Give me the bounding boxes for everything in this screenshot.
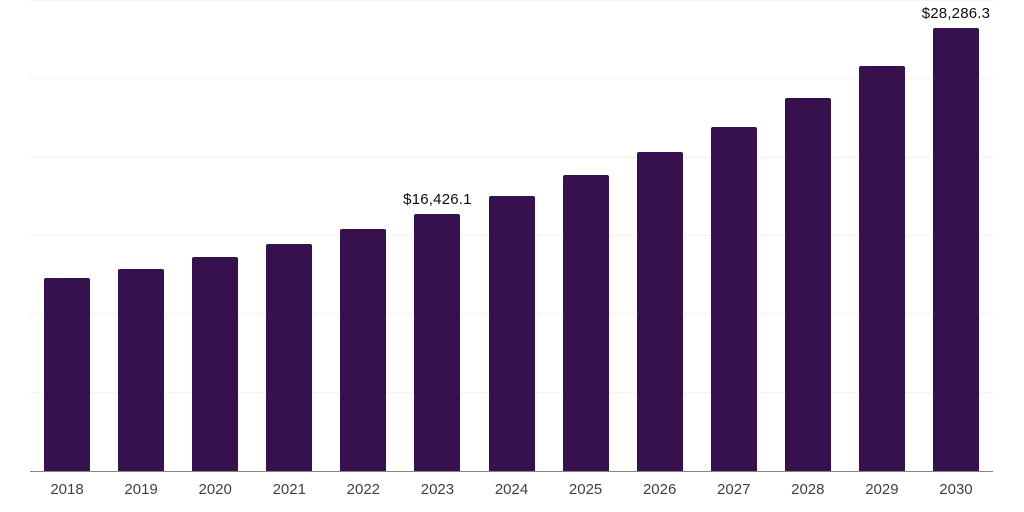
bar-2029 <box>858 65 905 471</box>
bar-2024 <box>488 195 535 471</box>
x-tick-label-2029: 2029 <box>865 481 899 498</box>
bar-2018 <box>44 277 91 471</box>
bar-2020 <box>192 257 239 471</box>
gridline-30000 <box>30 0 993 1</box>
x-tick-label-2026: 2026 <box>642 481 677 498</box>
x-tick-label-2028: 2028 <box>791 481 825 498</box>
plot-area: $16,426.1 $28,286.3 <box>30 0 993 472</box>
bar-2021 <box>266 244 313 471</box>
gridline-20000 <box>30 156 993 158</box>
x-tick-label-2027: 2027 <box>717 481 751 498</box>
x-tick-label-2021: 2021 <box>272 481 306 498</box>
x-tick-label-2022: 2022 <box>346 481 381 498</box>
bar-2025 <box>562 174 609 471</box>
bar-2022 <box>340 229 387 471</box>
x-tick-label-2030: 2030 <box>939 481 973 498</box>
x-tick-label-2023: 2023 <box>420 481 455 498</box>
value-label-2023: $16,426.1 <box>403 190 472 208</box>
x-tick-label-2025: 2025 <box>568 481 603 498</box>
bar-2019 <box>118 269 165 471</box>
x-tick-label-2020: 2020 <box>198 481 232 498</box>
bar-2027 <box>710 126 757 471</box>
x-axis-labels: 2018 2019 2020 2021 2022 2023 2024 2025 2026 2027… <box>30 481 993 503</box>
x-tick-label-2024: 2024 <box>494 481 529 498</box>
x-tick-label-2019: 2019 <box>124 481 158 498</box>
gridline-25000 <box>30 78 993 80</box>
x-tick-label-2018: 2018 <box>50 481 84 498</box>
bar-2030 <box>932 27 979 471</box>
bar-2023 <box>414 213 461 471</box>
value-label-2030: $28,286.3 <box>921 4 991 22</box>
bar-2028 <box>784 98 831 471</box>
bar-2026 <box>636 152 683 471</box>
